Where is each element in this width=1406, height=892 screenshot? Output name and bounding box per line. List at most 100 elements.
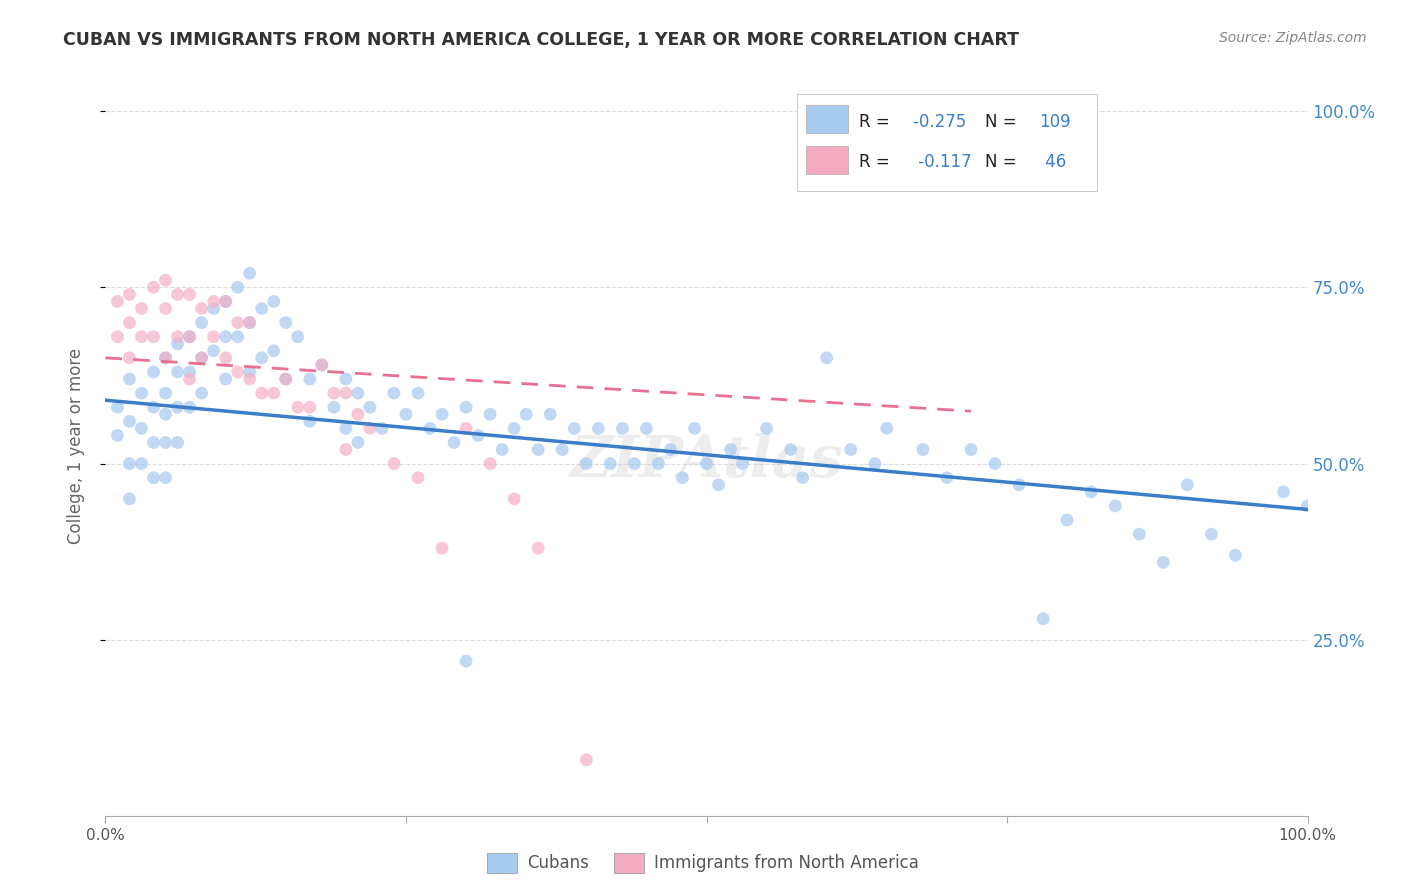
- Point: [190, 351, 212, 365]
- Point: [166, 287, 188, 301]
- Point: [1128, 527, 1150, 541]
- Point: [696, 457, 718, 471]
- Point: [190, 301, 212, 316]
- Point: [263, 343, 285, 358]
- Point: [311, 358, 333, 372]
- Point: [430, 407, 453, 421]
- Point: [1225, 549, 1247, 563]
- Point: [214, 351, 236, 365]
- Point: [287, 329, 309, 343]
- Point: [142, 329, 165, 343]
- Point: [395, 407, 418, 421]
- Point: [226, 316, 249, 330]
- Point: [263, 386, 285, 401]
- Bar: [806, 146, 848, 174]
- Point: [155, 471, 177, 485]
- Point: [839, 442, 862, 457]
- Point: [503, 421, 526, 435]
- Point: [479, 407, 502, 421]
- Point: [166, 401, 188, 415]
- Point: [382, 457, 405, 471]
- Point: [443, 435, 465, 450]
- Point: [911, 442, 934, 457]
- Point: [142, 435, 165, 450]
- Point: [118, 414, 141, 428]
- Point: [359, 421, 381, 435]
- Point: [538, 407, 561, 421]
- Point: [190, 386, 212, 401]
- Point: [131, 301, 153, 316]
- Point: [456, 654, 478, 668]
- Point: [166, 329, 188, 343]
- Point: [202, 301, 225, 316]
- Point: [371, 421, 394, 435]
- Point: [190, 316, 212, 330]
- Point: [179, 401, 201, 415]
- Point: [479, 457, 502, 471]
- Point: [612, 421, 634, 435]
- Point: [430, 541, 453, 556]
- Y-axis label: College, 1 year or more: College, 1 year or more: [66, 348, 84, 544]
- Point: [107, 401, 129, 415]
- Point: [659, 442, 682, 457]
- Point: [1152, 555, 1174, 569]
- Point: [179, 329, 201, 343]
- Point: [551, 442, 574, 457]
- Point: [1177, 477, 1199, 491]
- Point: [155, 273, 177, 287]
- Point: [335, 421, 357, 435]
- Point: [467, 428, 489, 442]
- Point: [936, 471, 959, 485]
- Point: [707, 477, 730, 491]
- Text: R =: R =: [859, 153, 896, 171]
- Point: [226, 365, 249, 379]
- Text: -0.117: -0.117: [914, 153, 983, 171]
- Point: [720, 442, 742, 457]
- Point: [347, 435, 370, 450]
- Point: [335, 372, 357, 386]
- Point: [298, 414, 321, 428]
- Point: [960, 442, 983, 457]
- Point: [515, 407, 537, 421]
- Point: [406, 386, 429, 401]
- Point: [239, 365, 262, 379]
- Text: N =: N =: [986, 153, 1022, 171]
- Point: [623, 457, 645, 471]
- Point: [239, 316, 262, 330]
- Point: [118, 372, 141, 386]
- Point: [359, 401, 381, 415]
- Point: [491, 442, 513, 457]
- Point: [155, 386, 177, 401]
- Point: [131, 421, 153, 435]
- FancyBboxPatch shape: [797, 95, 1097, 191]
- Text: N =: N =: [986, 113, 1022, 131]
- Point: [142, 471, 165, 485]
- Point: [683, 421, 706, 435]
- Point: [202, 329, 225, 343]
- Point: [335, 442, 357, 457]
- Point: [274, 372, 297, 386]
- Text: CUBAN VS IMMIGRANTS FROM NORTH AMERICA COLLEGE, 1 YEAR OR MORE CORRELATION CHART: CUBAN VS IMMIGRANTS FROM NORTH AMERICA C…: [63, 31, 1019, 49]
- Point: [599, 457, 621, 471]
- Point: [226, 329, 249, 343]
- Point: [179, 287, 201, 301]
- Point: [155, 301, 177, 316]
- Point: [863, 457, 886, 471]
- Point: [1032, 612, 1054, 626]
- Point: [562, 421, 585, 435]
- Point: [155, 351, 177, 365]
- Point: [671, 471, 693, 485]
- Point: [298, 372, 321, 386]
- Point: [214, 294, 236, 309]
- Point: [131, 457, 153, 471]
- Point: [166, 365, 188, 379]
- Point: [131, 329, 153, 343]
- Point: [456, 401, 478, 415]
- Point: [792, 471, 814, 485]
- Point: [142, 280, 165, 294]
- Point: [214, 372, 236, 386]
- Point: [263, 294, 285, 309]
- Point: [107, 294, 129, 309]
- Point: [347, 386, 370, 401]
- Point: [382, 386, 405, 401]
